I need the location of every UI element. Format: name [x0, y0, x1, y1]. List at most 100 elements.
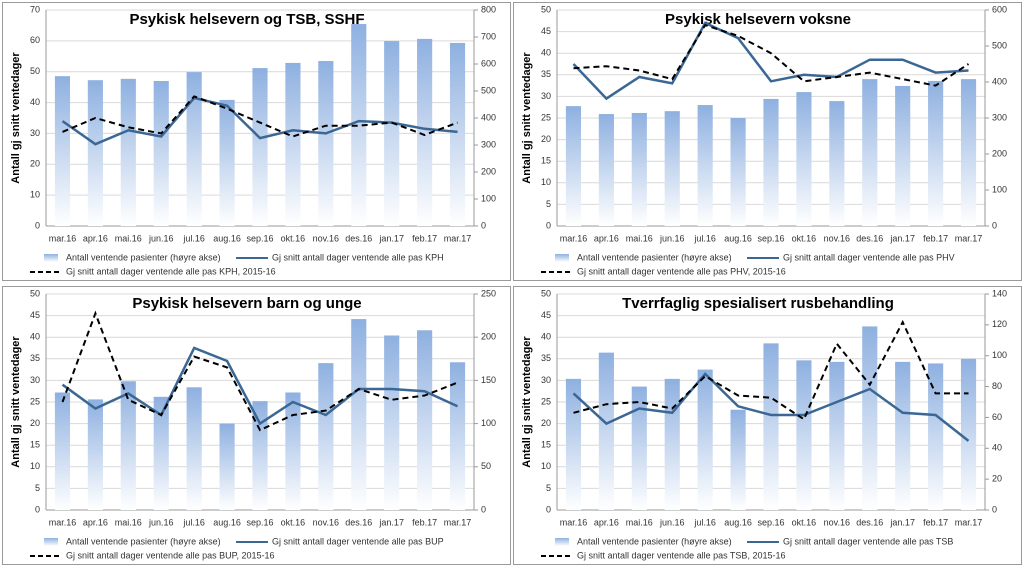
y2-tick-label: 800 — [481, 4, 496, 14]
x-tick-label: mai.16 — [626, 233, 653, 243]
dashed-line — [573, 319, 969, 421]
bar — [895, 85, 911, 227]
x-tick-label: sep.16 — [246, 517, 273, 527]
line — [61, 346, 459, 426]
x-tick-label: mar.16 — [560, 517, 588, 527]
y-tick-label: 0 — [546, 504, 551, 514]
x-tick-label: mar.16 — [49, 517, 77, 527]
x-tick-label: feb.17 — [923, 517, 948, 527]
legend-label: Antall ventende pasienter (høyre akse) — [66, 536, 221, 546]
x-tick-label: jan.17 — [378, 517, 404, 527]
y2-tick-label: 300 — [992, 112, 1007, 122]
chart-title: Psykisk helsevern barn og unge — [132, 295, 361, 312]
y-tick-label: 10 — [541, 177, 551, 187]
y2-tick-label: 300 — [481, 139, 496, 149]
y-axis-label: Antall gj snitt ventedager — [521, 52, 533, 184]
x-tick-label: feb.17 — [923, 233, 948, 243]
bar — [252, 401, 268, 510]
legend-label: Gj snitt antall dager ventende alle pas … — [783, 536, 953, 546]
y-tick-label: 30 — [30, 375, 40, 385]
bar — [895, 361, 911, 510]
x-tick-label: jul.16 — [182, 517, 205, 527]
x-tick-label: mar.17 — [444, 233, 472, 243]
x-tick-label: jul.16 — [693, 517, 716, 527]
chart-title: Psykisk helsevern og TSB, SSHF — [129, 11, 364, 28]
bar — [417, 38, 433, 226]
dashed-line — [61, 310, 458, 432]
y-tick-label: 70 — [30, 4, 40, 14]
legend-swatch — [555, 254, 569, 262]
y-tick-label: 50 — [541, 4, 551, 14]
x-tick-label: apr.16 — [83, 233, 108, 243]
x-tick-label: aug.16 — [213, 233, 241, 243]
x-tick-label: apr.16 — [594, 233, 619, 243]
x-tick-label: des.16 — [345, 233, 372, 243]
x-tick-label: nov.16 — [824, 233, 850, 243]
bar — [87, 399, 103, 510]
x-tick-label: nov.16 — [313, 517, 339, 527]
chart-title: Tverrfaglig spesialisert rusbehandling — [622, 295, 894, 312]
x-tick-label: nov.16 — [313, 233, 339, 243]
bar — [631, 386, 647, 510]
x-tick-label: okt.16 — [281, 517, 306, 527]
y2-tick-label: 60 — [992, 412, 1002, 422]
y-tick-label: 0 — [35, 504, 40, 514]
legend-label: Gj snitt antall dager ventende alle pas … — [783, 252, 955, 262]
x-tick-label: jun.16 — [659, 517, 685, 527]
y-tick-label: 30 — [30, 128, 40, 138]
legend-label: Gj snitt antall dager ventende alle pas … — [66, 550, 274, 560]
bar — [351, 24, 367, 227]
x-tick-label: aug.16 — [724, 233, 752, 243]
bar — [54, 76, 71, 227]
x-tick-label: jan.17 — [378, 233, 404, 243]
y-tick-label: 35 — [541, 353, 551, 363]
bar — [631, 112, 647, 226]
bar — [829, 361, 845, 510]
legend-swatch — [555, 538, 569, 546]
x-tick-label: mai.16 — [115, 233, 142, 243]
y-axis-label: Antall gj snitt ventedager — [10, 336, 22, 468]
x-tick-label: sep.16 — [757, 233, 784, 243]
y2-tick-label: 500 — [481, 85, 496, 95]
y2-tick-label: 700 — [481, 31, 496, 41]
y-tick-label: 10 — [30, 190, 40, 200]
bar — [186, 387, 202, 510]
x-tick-label: jan.17 — [889, 233, 915, 243]
bar — [796, 360, 812, 510]
bar — [384, 41, 400, 226]
bar — [598, 114, 614, 226]
y2-tick-label: 600 — [992, 4, 1007, 14]
x-tick-label: mai.16 — [626, 517, 653, 527]
bar — [449, 42, 466, 226]
y2-tick-label: 200 — [992, 148, 1007, 158]
bar — [54, 392, 71, 510]
line — [572, 21, 969, 101]
x-tick-label: mai.16 — [115, 517, 142, 527]
y-tick-label: 0 — [546, 220, 551, 230]
y-tick-label: 40 — [30, 332, 40, 342]
y2-tick-label: 50 — [481, 461, 491, 471]
x-tick-label: jul.16 — [182, 233, 205, 243]
chart-title: Psykisk helsevern voksne — [665, 11, 851, 28]
x-tick-label: sep.16 — [246, 233, 273, 243]
x-tick-label: mar.16 — [49, 233, 77, 243]
y2-tick-label: 200 — [481, 166, 496, 176]
y-tick-label: 45 — [541, 26, 551, 36]
bar — [384, 335, 400, 510]
y2-tick-label: 100 — [481, 418, 496, 428]
y-tick-label: 5 — [546, 199, 551, 209]
y2-tick-label: 400 — [992, 76, 1007, 86]
x-tick-label: jun.16 — [148, 233, 174, 243]
line — [572, 372, 970, 442]
bar — [862, 326, 878, 510]
y-tick-label: 15 — [541, 156, 551, 166]
y-tick-label: 45 — [30, 310, 40, 320]
y2-tick-label: 100 — [481, 193, 496, 203]
y2-tick-label: 20 — [992, 474, 1002, 484]
x-tick-label: okt.16 — [792, 233, 817, 243]
y2-tick-label: 250 — [481, 288, 496, 298]
bar — [285, 62, 301, 226]
x-tick-label: des.16 — [856, 517, 883, 527]
legend-swatch — [44, 254, 58, 262]
y2-tick-label: 0 — [992, 220, 997, 230]
